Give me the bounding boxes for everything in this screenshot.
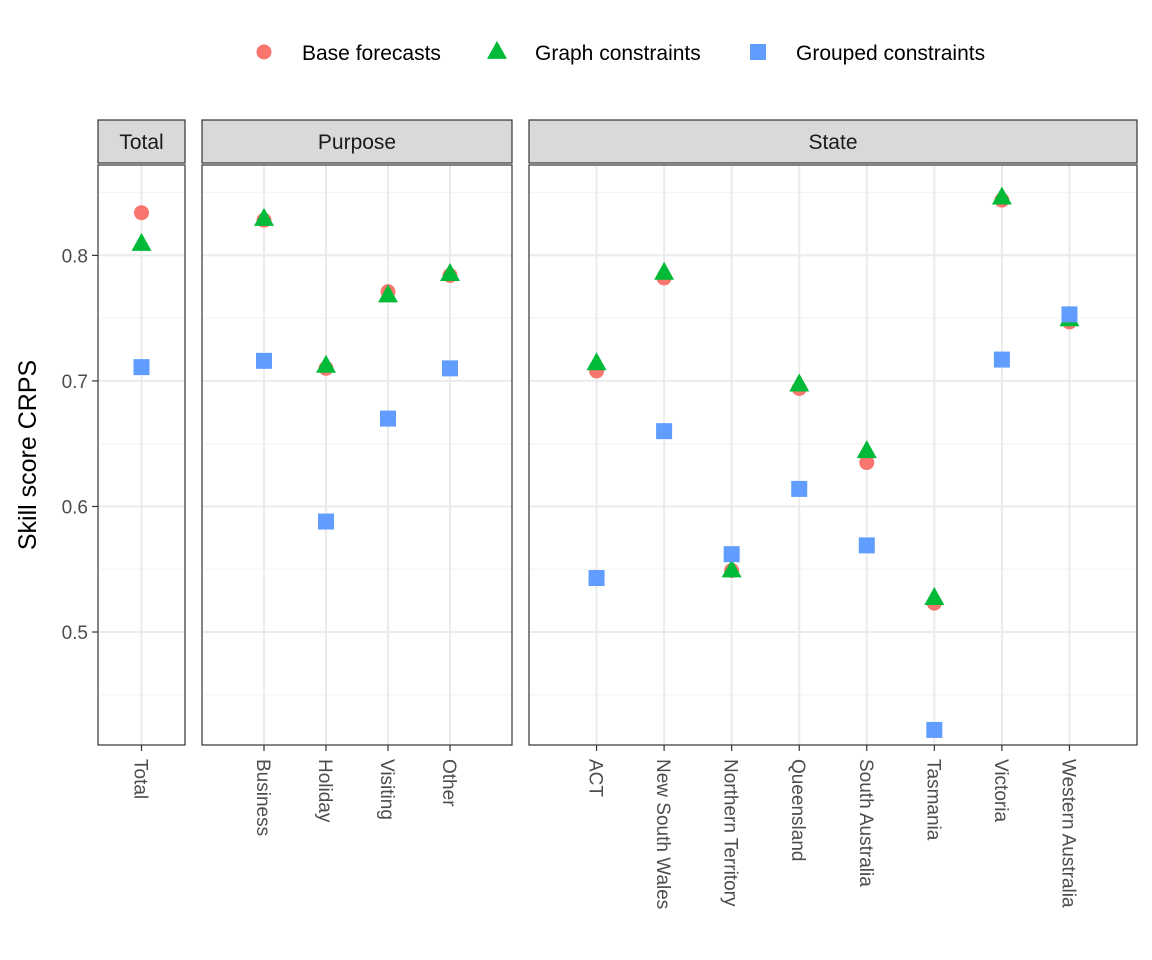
point-square (318, 513, 334, 530)
legend-label: Grouped constraints (796, 42, 985, 65)
point-circle (859, 455, 875, 471)
panel-strip-title: State (808, 131, 857, 154)
y-tick-label: 0.8 (62, 246, 88, 267)
y-tick-label: 0.6 (62, 497, 88, 518)
x-tick-label: ACT (585, 759, 606, 797)
panel-background (202, 165, 512, 745)
panel-purpose: Purpose Business Holiday Visiting Other (201, 119, 513, 836)
point-triangle (378, 284, 398, 303)
y-tick-label: 0.5 (62, 623, 88, 644)
panel-strip-title: Purpose (318, 131, 396, 154)
point-square (588, 570, 605, 587)
gridlines (98, 165, 185, 745)
point-triangle (316, 354, 336, 373)
y-tick-label: 0.7 (62, 372, 88, 393)
data-points (254, 207, 460, 530)
panel-strip (201, 119, 513, 164)
gridlines (202, 165, 512, 745)
point-triangle (991, 186, 1012, 205)
x-tick-label: South Australia (855, 759, 876, 887)
gridlines (529, 165, 1137, 745)
legend-marker-triangle (487, 40, 507, 59)
panel-background (529, 165, 1137, 745)
point-square (442, 360, 458, 377)
panels: Total Total 0.5 0.6 0.7 0.8 Purpose Business Hol… (62, 119, 1138, 909)
y-axis-label: Skill score CRPS (14, 360, 42, 550)
point-triangle (131, 232, 152, 251)
legend-item: Grouped constraints (750, 42, 985, 65)
point-triangle (254, 207, 274, 226)
x-tick-label: Queensland (787, 759, 808, 861)
legend-item: Graph constraints (487, 40, 701, 65)
panel-total: Total Total 0.5 0.6 0.7 0.8 (62, 119, 186, 799)
panel-border (201, 164, 513, 746)
point-triangle (789, 373, 810, 392)
point-square (256, 352, 272, 369)
point-square (993, 351, 1010, 368)
legend-label: Graph constraints (535, 42, 701, 65)
legend-marker-square (750, 44, 766, 60)
point-square (723, 546, 740, 563)
panel-border (528, 164, 1138, 746)
legend-marker-circle (256, 44, 272, 60)
data-points (586, 186, 1080, 738)
data-points (131, 205, 152, 376)
point-square (858, 537, 875, 554)
y-axis: 0.5 0.6 0.7 0.8 (62, 246, 98, 644)
point-triangle (856, 440, 877, 459)
legend-item: Base forecasts (256, 42, 441, 65)
x-tick-label: Visiting (376, 759, 397, 820)
x-tick-label: Other (438, 759, 459, 807)
point-triangle (924, 586, 945, 605)
panel-strip-title: Total (119, 131, 163, 154)
x-tick-label: Victoria (990, 759, 1011, 822)
point-square (926, 721, 943, 738)
point-square (380, 410, 396, 427)
x-tick-label: Holiday (314, 759, 335, 823)
point-square (133, 359, 150, 376)
x-tick-label: Total (130, 759, 151, 799)
point-triangle (654, 261, 675, 280)
point-circle (134, 205, 149, 221)
point-square (656, 423, 673, 440)
legend-label: Base forecasts (302, 42, 441, 65)
x-tick-label: Tasmania (922, 759, 943, 841)
x-tick-label: New South Wales (652, 759, 673, 909)
panel-strip (528, 119, 1138, 164)
panel-strip (97, 119, 186, 164)
x-tick-label: Northern Territory (720, 759, 741, 907)
legend: Base forecasts Graph constraints Grouped c… (256, 40, 985, 65)
point-square (791, 480, 808, 497)
x-tick-label: Business (252, 759, 273, 836)
x-tick-label: Western Australia (1057, 759, 1078, 908)
point-square (1061, 306, 1078, 323)
point-triangle (440, 263, 460, 282)
point-triangle (586, 352, 607, 371)
point-triangle (721, 559, 742, 578)
panel-state: State ACT New South Wales Northern Territor… (528, 119, 1138, 909)
